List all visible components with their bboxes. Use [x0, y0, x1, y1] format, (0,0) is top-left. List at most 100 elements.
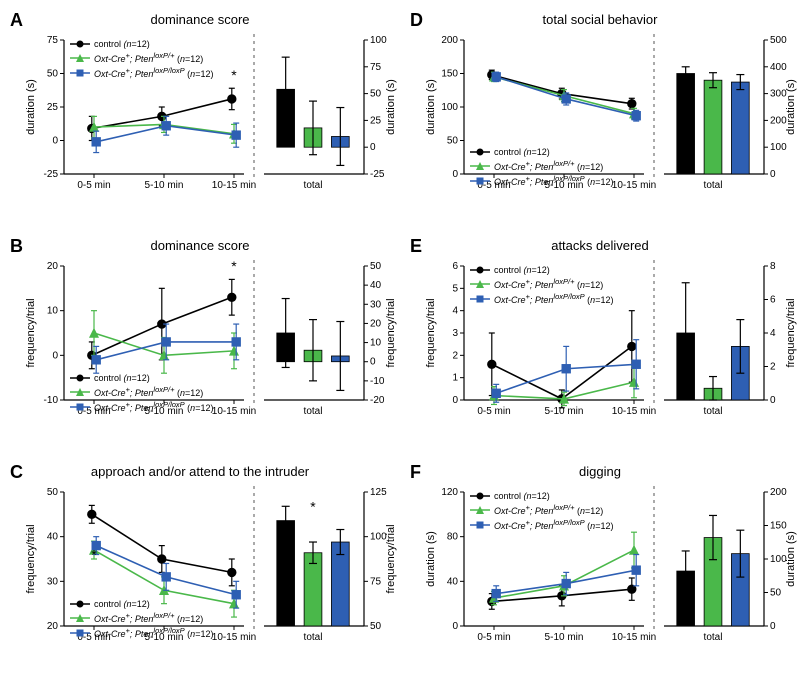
svg-text:5: 5	[452, 283, 458, 294]
svg-text:50: 50	[370, 89, 382, 100]
svg-text:4: 4	[452, 306, 458, 317]
svg-text:*: *	[231, 258, 237, 274]
svg-text:0: 0	[770, 169, 776, 180]
svg-text:0: 0	[452, 621, 458, 632]
svg-text:frequency/trial: frequency/trial	[25, 524, 37, 593]
svg-text:20: 20	[47, 621, 59, 632]
legend-item-control: control (n=12)	[470, 490, 613, 502]
svg-text:10-15 min: 10-15 min	[612, 406, 656, 417]
legend-item-hom: Oxt-Cre+; PtenloxP/loxP (n=12)	[470, 173, 613, 188]
legend-item-het: Oxt-Cre+; PtenloxP/+ (n=12)	[70, 384, 213, 399]
svg-text:200: 200	[770, 487, 787, 498]
legend-item-hom: Oxt-Cre+; PtenloxP/loxP (n=12)	[70, 399, 213, 414]
svg-text:75: 75	[47, 35, 59, 46]
svg-text:frequency/trial: frequency/trial	[385, 298, 397, 367]
svg-text:0: 0	[452, 395, 458, 406]
svg-text:total: total	[704, 406, 723, 417]
legend: control (n=12)Oxt-Cre+; PtenloxP/+ (n=12…	[70, 38, 213, 80]
svg-text:0: 0	[52, 136, 58, 147]
svg-text:0: 0	[770, 395, 776, 406]
svg-text:200: 200	[441, 35, 458, 46]
svg-text:150: 150	[770, 521, 787, 532]
svg-text:8: 8	[770, 261, 776, 272]
svg-text:75: 75	[370, 576, 382, 587]
svg-text:-10: -10	[370, 376, 385, 387]
svg-text:-10: -10	[44, 395, 59, 406]
svg-text:50: 50	[370, 261, 382, 272]
legend-item-het: Oxt-Cre+; PtenloxP/+ (n=12)	[470, 276, 613, 291]
legend-item-control: control (n=12)	[70, 372, 213, 384]
svg-text:50: 50	[447, 136, 459, 147]
svg-text:0: 0	[52, 350, 58, 361]
svg-text:frequency/trial: frequency/trial	[25, 298, 37, 367]
svg-text:80: 80	[447, 532, 459, 543]
svg-text:50: 50	[47, 487, 59, 498]
svg-text:150: 150	[441, 69, 458, 80]
svg-text:30: 30	[47, 576, 59, 587]
svg-text:0: 0	[770, 621, 776, 632]
legend-item-control: control (n=12)	[70, 598, 213, 610]
svg-text:100: 100	[770, 142, 787, 153]
legend-item-het: Oxt-Cre+; PtenloxP/+ (n=12)	[70, 610, 213, 625]
svg-text:20: 20	[47, 261, 59, 272]
svg-text:20: 20	[370, 318, 382, 329]
svg-text:2: 2	[770, 362, 776, 373]
legend: control (n=12)Oxt-Cre+; PtenloxP/+ (n=12…	[470, 490, 613, 532]
svg-text:120: 120	[441, 487, 458, 498]
svg-text:10: 10	[47, 306, 59, 317]
legend: control (n=12)Oxt-Cre+; PtenloxP/+ (n=12…	[70, 598, 213, 640]
svg-text:*: *	[310, 499, 316, 515]
svg-text:frequency/trial: frequency/trial	[385, 524, 397, 593]
panel-title: approach and/or attend to the intruder	[10, 464, 390, 479]
svg-text:duration (s): duration (s)	[25, 79, 37, 135]
svg-text:total: total	[304, 632, 323, 643]
legend: control (n=12)Oxt-Cre+; PtenloxP/+ (n=12…	[70, 372, 213, 414]
svg-text:5-10 min: 5-10 min	[145, 180, 184, 191]
panel-F: F digging 040801200-5 min5-10 min10-15 m…	[410, 462, 790, 680]
svg-text:30: 30	[370, 299, 382, 310]
svg-text:*: *	[91, 547, 97, 563]
svg-text:25: 25	[370, 115, 382, 126]
legend-item-het: Oxt-Cre+; PtenloxP/+ (n=12)	[470, 158, 613, 173]
legend: control (n=12)Oxt-Cre+; PtenloxP/+ (n=12…	[470, 146, 613, 188]
svg-text:10-15 min: 10-15 min	[212, 406, 256, 417]
panel-title: digging	[410, 464, 790, 479]
svg-text:frequency/trial: frequency/trial	[785, 298, 797, 367]
legend-item-control: control (n=12)	[70, 38, 213, 50]
legend-item-hom: Oxt-Cre+; PtenloxP/loxP (n=12)	[70, 65, 213, 80]
svg-text:10-15 min: 10-15 min	[612, 180, 656, 191]
svg-text:5-10 min: 5-10 min	[545, 632, 584, 643]
svg-text:duration (s): duration (s)	[425, 79, 437, 135]
svg-text:500: 500	[770, 35, 787, 46]
svg-text:0-5 min: 0-5 min	[477, 406, 510, 417]
legend-item-het: Oxt-Cre+; PtenloxP/+ (n=12)	[470, 502, 613, 517]
svg-text:40: 40	[370, 280, 382, 291]
panel-title: attacks delivered	[410, 238, 790, 253]
legend-item-control: control (n=12)	[470, 264, 613, 276]
svg-text:125: 125	[370, 487, 387, 498]
svg-text:-20: -20	[370, 395, 385, 406]
svg-text:total: total	[704, 180, 723, 191]
svg-text:total: total	[304, 180, 323, 191]
svg-text:-25: -25	[370, 169, 385, 180]
svg-text:-25: -25	[44, 169, 59, 180]
svg-text:25: 25	[47, 102, 59, 113]
svg-text:duration (s): duration (s)	[385, 79, 397, 135]
svg-text:50: 50	[770, 588, 782, 599]
svg-text:total: total	[304, 406, 323, 417]
svg-text:6: 6	[452, 261, 458, 272]
svg-text:10-15 min: 10-15 min	[212, 632, 256, 643]
svg-text:0: 0	[452, 169, 458, 180]
panel-C: C approach and/or attend to the intruder…	[10, 462, 390, 680]
svg-text:10-15 min: 10-15 min	[612, 632, 656, 643]
panel-title: dominance score	[10, 238, 390, 253]
svg-text:40: 40	[447, 576, 459, 587]
panel-title: total social behavior	[410, 12, 790, 27]
svg-text:50: 50	[370, 621, 382, 632]
svg-text:1: 1	[452, 373, 458, 384]
svg-text:3: 3	[452, 328, 458, 339]
legend: control (n=12)Oxt-Cre+; PtenloxP/+ (n=12…	[470, 264, 613, 306]
svg-text:2: 2	[452, 350, 458, 361]
svg-text:0-5 min: 0-5 min	[477, 632, 510, 643]
legend-item-control: control (n=12)	[470, 146, 613, 158]
